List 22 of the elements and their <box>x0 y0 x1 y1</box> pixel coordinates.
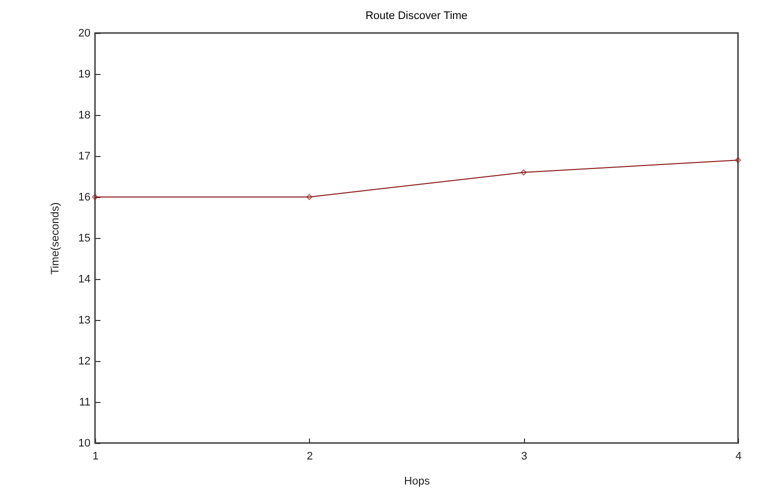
y-tick-label: 16 <box>78 192 90 204</box>
point <box>306 194 312 200</box>
point <box>735 157 741 164</box>
y-tick-label: 15 <box>78 232 90 244</box>
y-tick-label: 11 <box>79 396 90 408</box>
y-tick-label: 17 <box>78 150 90 162</box>
y-axis-title: Time(seconds) <box>49 202 62 275</box>
chart-title: Route Discover Time <box>365 10 468 22</box>
x-tick-label: 1 <box>92 450 99 462</box>
y-tick-label: 20 <box>78 28 90 40</box>
point <box>520 169 527 176</box>
x-tick-label: 3 <box>521 450 528 462</box>
y-tick-label: 12 <box>78 356 90 368</box>
point <box>92 194 98 200</box>
y-tick-label: 14 <box>78 274 90 286</box>
x-axis-title: Hops <box>404 476 430 488</box>
y-tick-label: 10 <box>78 438 90 450</box>
x-tick-label: 4 <box>735 450 742 462</box>
x-tick-label: 2 <box>306 450 313 462</box>
y-tick-label: 13 <box>78 314 90 326</box>
y-tick-label: 18 <box>78 110 90 122</box>
y-tick-label: 19 <box>78 68 90 80</box>
